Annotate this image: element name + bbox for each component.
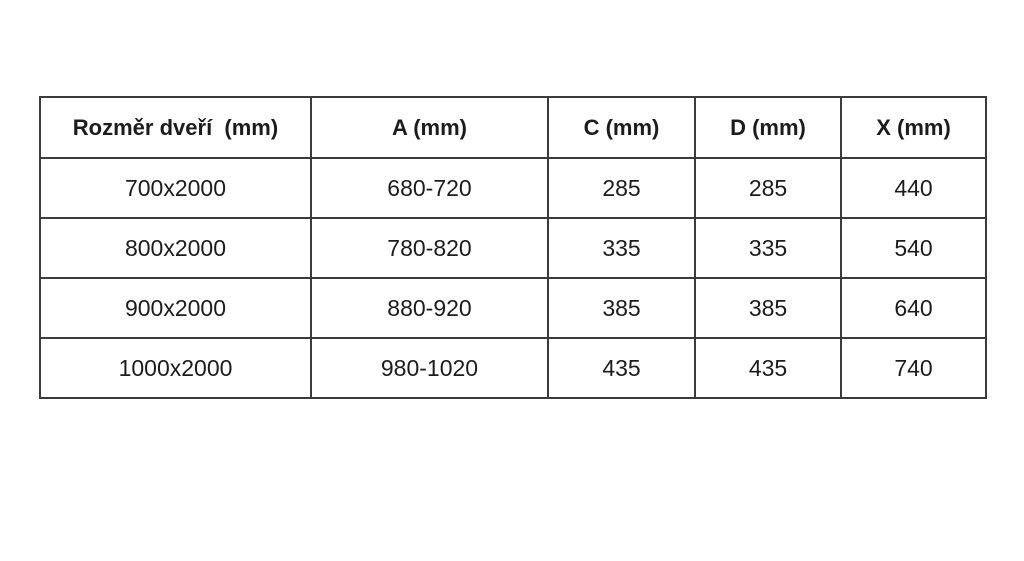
cell-door-size: 800x2000 bbox=[39, 217, 312, 279]
cell-a: 880-920 bbox=[310, 277, 549, 339]
cell-d: 285 bbox=[694, 157, 842, 219]
cell-c: 385 bbox=[547, 277, 696, 339]
cell-x: 640 bbox=[840, 277, 987, 339]
table-row: 700x2000 680-720 285 285 440 bbox=[39, 157, 987, 219]
cell-door-size: 900x2000 bbox=[39, 277, 312, 339]
cell-c: 285 bbox=[547, 157, 696, 219]
column-header-d: D (mm) bbox=[694, 96, 842, 159]
column-header-a: A (mm) bbox=[310, 96, 549, 159]
cell-d: 335 bbox=[694, 217, 842, 279]
cell-x: 440 bbox=[840, 157, 987, 219]
cell-a: 780-820 bbox=[310, 217, 549, 279]
column-header-c: C (mm) bbox=[547, 96, 696, 159]
cell-c: 335 bbox=[547, 217, 696, 279]
cell-x: 740 bbox=[840, 337, 987, 399]
cell-door-size: 700x2000 bbox=[39, 157, 312, 219]
cell-door-size: 1000x2000 bbox=[39, 337, 312, 399]
table-row: 900x2000 880-920 385 385 640 bbox=[39, 277, 987, 339]
cell-a: 980-1020 bbox=[310, 337, 549, 399]
door-dimensions-table: Rozměr dveří (mm) A (mm) C (mm) D (mm) X… bbox=[39, 96, 987, 399]
table-header-row: Rozměr dveří (mm) A (mm) C (mm) D (mm) X… bbox=[39, 96, 987, 159]
cell-a: 680-720 bbox=[310, 157, 549, 219]
column-header-x: X (mm) bbox=[840, 96, 987, 159]
table-row: 1000x2000 980-1020 435 435 740 bbox=[39, 337, 987, 399]
cell-d: 435 bbox=[694, 337, 842, 399]
cell-d: 385 bbox=[694, 277, 842, 339]
cell-c: 435 bbox=[547, 337, 696, 399]
cell-x: 540 bbox=[840, 217, 987, 279]
column-header-door-size: Rozměr dveří (mm) bbox=[39, 96, 312, 159]
table-row: 800x2000 780-820 335 335 540 bbox=[39, 217, 987, 279]
